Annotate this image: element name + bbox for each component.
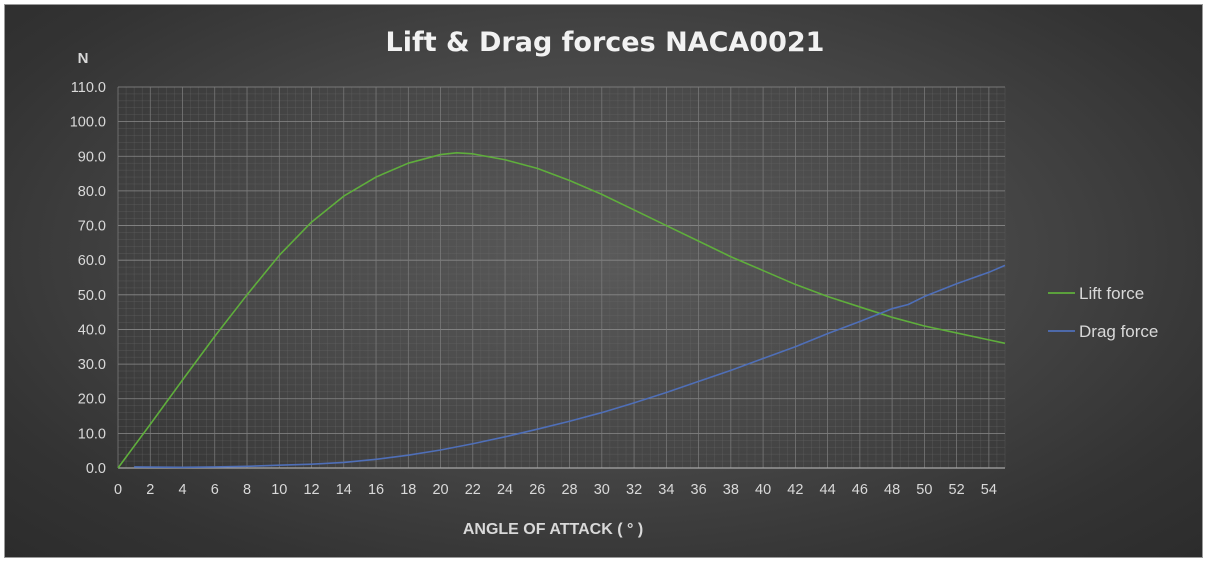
y-tick-label: 50.0 bbox=[78, 288, 106, 304]
x-tick-label: 50 bbox=[916, 482, 932, 498]
lift-force-legend-label: Lift force bbox=[1079, 284, 1144, 303]
chart-area: Lift & Drag forces NACA0021 N 0.0 10.0 20.… bbox=[4, 4, 1203, 558]
x-tick-label: 38 bbox=[723, 482, 739, 498]
y-tick-label: 30.0 bbox=[78, 357, 106, 373]
x-tick-label: 36 bbox=[691, 482, 707, 498]
x-tick-label: 48 bbox=[884, 482, 900, 498]
x-tick-label: 0 bbox=[114, 482, 122, 498]
x-tick-label: 10 bbox=[271, 482, 287, 498]
x-tick-label: 8 bbox=[243, 482, 251, 498]
major-gridlines bbox=[117, 86, 1005, 469]
x-tick-label: 28 bbox=[561, 482, 577, 498]
x-tick-label: 42 bbox=[787, 482, 803, 498]
drag-force-legend-label: Drag force bbox=[1079, 322, 1158, 341]
y-tick-label: 100.0 bbox=[70, 115, 106, 131]
x-tick-label: 32 bbox=[626, 482, 642, 498]
x-tick-label: 4 bbox=[178, 482, 186, 498]
x-tick-label: 54 bbox=[981, 482, 997, 498]
x-tick-label: 34 bbox=[658, 482, 674, 498]
x-tick-label: 22 bbox=[465, 482, 481, 498]
x-tick-label: 52 bbox=[949, 482, 965, 498]
x-tick-label: 2 bbox=[146, 482, 154, 498]
x-axis-ticks: 0 2 4 6 8 10 12 14 16 18 20 22 24 26 28 30 32 34 36 38 40 42 4… bbox=[114, 482, 997, 498]
x-tick-label: 40 bbox=[755, 482, 771, 498]
y-tick-label: 90.0 bbox=[78, 149, 106, 165]
y-tick-label: 80.0 bbox=[78, 184, 106, 200]
chart-svg: Lift & Drag forces NACA0021 N 0.010.020.… bbox=[70, 27, 1159, 538]
x-axis-label: ANGLE OF ATTACK ( ° ) bbox=[463, 521, 643, 538]
x-tick-label: 12 bbox=[303, 482, 319, 498]
y-axis-ticks: 0.0 10.0 20.0 30.0 40.0 50.0 60.0 70.0 80.0 90.0 1… bbox=[70, 80, 106, 477]
x-tick-label: 14 bbox=[336, 482, 352, 498]
minor-gridlines bbox=[117, 86, 1006, 469]
x-tick-label: 46 bbox=[852, 482, 868, 498]
x-tick-label: 6 bbox=[211, 482, 219, 498]
chart-title: Lift & Drag forces NACA0021 bbox=[386, 27, 825, 58]
drag-force-line bbox=[134, 264, 1006, 469]
x-tick-label: 44 bbox=[820, 482, 836, 498]
y-tick-label: 20.0 bbox=[78, 392, 106, 408]
x-tick-label: 18 bbox=[400, 482, 416, 498]
legend: Lift force Drag force bbox=[1048, 284, 1158, 341]
series-layer bbox=[117, 152, 1006, 469]
x-tick-label: 16 bbox=[368, 482, 384, 498]
x-tick-label: 20 bbox=[432, 482, 448, 498]
x-tick-label: 24 bbox=[497, 482, 513, 498]
y-tick-label: 60.0 bbox=[78, 253, 106, 269]
y-tick-label: 110.0 bbox=[71, 80, 106, 96]
y-tick-label: 40.0 bbox=[78, 322, 106, 338]
lift-force-line bbox=[117, 152, 1006, 469]
x-tick-label: 30 bbox=[594, 482, 610, 498]
y-tick-label: 0.0 bbox=[86, 461, 106, 477]
x-tick-label: 26 bbox=[529, 482, 545, 498]
y-axis-unit-label: N bbox=[78, 50, 89, 67]
y-tick-label: 10.0 bbox=[78, 426, 106, 442]
y-tick-label: 70.0 bbox=[78, 219, 106, 235]
